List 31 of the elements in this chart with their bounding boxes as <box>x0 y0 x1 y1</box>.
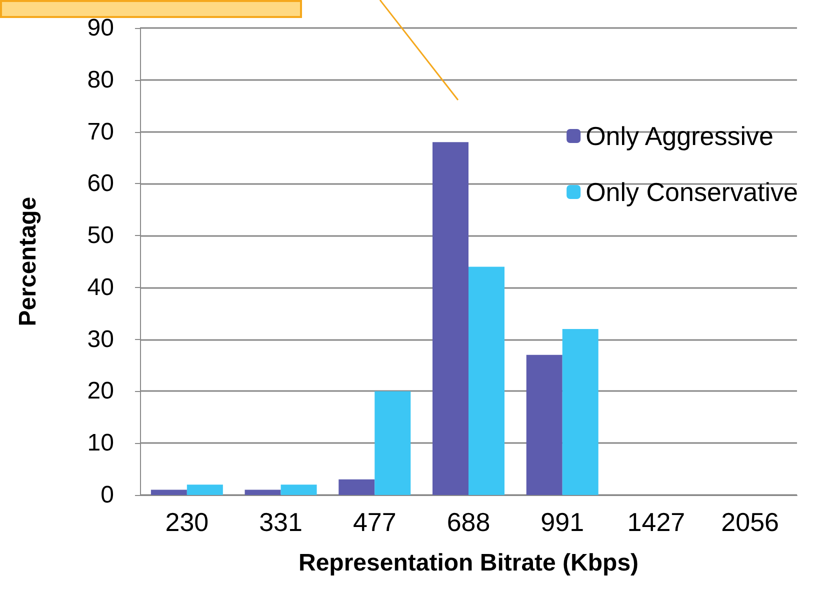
x-tick-label: 477 <box>352 507 396 537</box>
x-tick-label: 230 <box>165 507 209 537</box>
bar <box>280 484 317 495</box>
bar <box>150 490 187 495</box>
bar <box>526 354 562 495</box>
y-tick-label: 70 <box>87 118 114 146</box>
y-tick-label: 80 <box>87 66 114 94</box>
bar <box>432 142 468 495</box>
x-tick-label: 2056 <box>721 507 779 537</box>
bar <box>374 391 411 495</box>
bar <box>338 479 375 495</box>
legend-label: Only Conservative <box>586 177 798 207</box>
y-tick-label: 10 <box>87 430 114 457</box>
x-tick-label: 991 <box>540 507 584 537</box>
bar <box>468 266 504 495</box>
y-tick-label: 90 <box>87 14 114 42</box>
x-tick-label: 688 <box>446 507 490 537</box>
bar <box>562 328 598 495</box>
y-tick-label: 0 <box>100 482 114 508</box>
x-tick-label: 1427 <box>627 507 686 537</box>
bar <box>244 490 281 495</box>
y-axis-title: Percentage <box>14 196 42 326</box>
x-tick-label: 331 <box>259 507 302 537</box>
y-tick-label: 40 <box>87 274 114 301</box>
y-tick-label: 60 <box>87 170 114 198</box>
y-tick-label: 50 <box>87 222 114 250</box>
legend-label: Only Aggressive <box>586 121 774 151</box>
x-axis-title: Representation Bitrate (Kbps) <box>298 550 639 576</box>
y-tick-label: 20 <box>87 378 114 405</box>
y-tick-label: 30 <box>87 326 114 353</box>
bar <box>186 484 223 495</box>
